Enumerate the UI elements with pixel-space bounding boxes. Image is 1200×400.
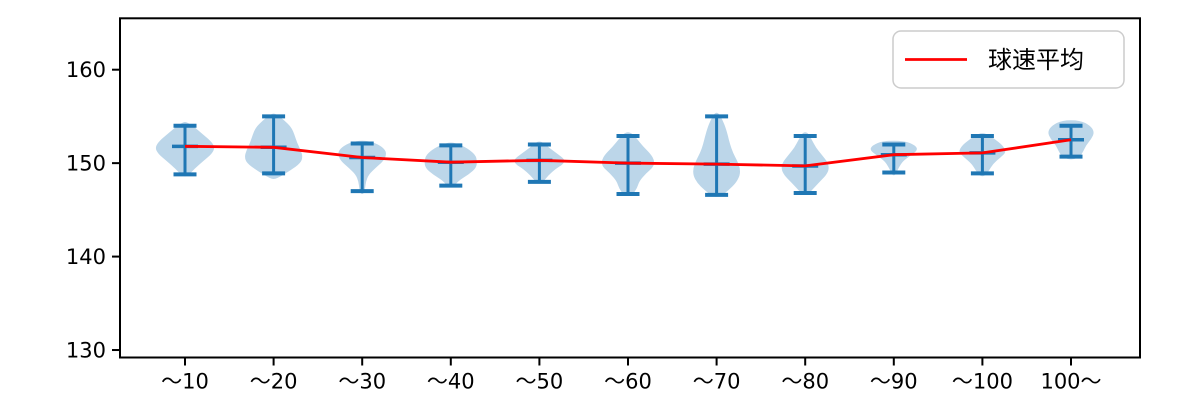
mean-speed-line (184, 138, 1072, 168)
y-tick-label: 150 (66, 152, 106, 176)
x-tick-label: ～80 (781, 370, 829, 394)
x-tick-label: 100～ (1040, 370, 1101, 394)
x-tick-label: ～70 (693, 370, 741, 394)
y-tick-label: 140 (66, 245, 106, 269)
legend: 球速平均 (892, 30, 1125, 89)
plot-area: 130 140 150 160 ～10 ～20 ～30 ～40 ～50 ～60 ～70 ～80 ～90 ～… (66, 17, 1141, 394)
x-tick-label: ～20 (250, 370, 298, 394)
y-tick-label: 160 (66, 58, 106, 82)
x-tick-label: ～50 (516, 370, 564, 394)
y-tick-label: 130 (66, 339, 106, 363)
plot-border (119, 17, 1141, 359)
x-tick-label: ～40 (427, 370, 475, 394)
x-tick-label: ～30 (338, 370, 386, 394)
legend-label: 球速平均 (988, 46, 1084, 74)
x-tick-label: ～90 (870, 370, 918, 394)
x-tick-label: ～60 (604, 370, 652, 394)
x-tick-label: ～100 (952, 370, 1013, 394)
legend-box (892, 30, 1125, 89)
x-tick-label: ～10 (161, 370, 209, 394)
